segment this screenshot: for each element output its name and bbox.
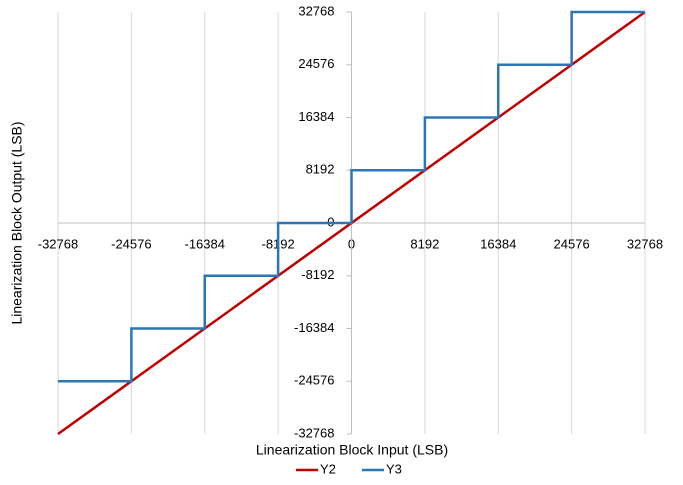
x-tick-label: -24576	[111, 236, 151, 251]
x-tick-label: -32768	[38, 236, 78, 251]
x-tick-label: 24576	[554, 236, 590, 251]
x-axis-title: Linearization Block Input (LSB)	[256, 442, 448, 458]
y-axis-title: Linearization Block Output (LSB)	[9, 121, 25, 324]
x-tick-label: 8192	[410, 236, 439, 251]
y-tick-label: -16384	[294, 320, 334, 335]
y-tick-label: 8192	[306, 162, 335, 177]
y-tick-label: 16384	[298, 109, 334, 124]
legend-label: Y2	[320, 461, 336, 476]
y-tick-label: -8192	[301, 267, 334, 282]
y-tick-label: 24576	[298, 56, 334, 71]
legend-label: Y3	[386, 461, 402, 476]
x-tick-label: -16384	[185, 236, 225, 251]
x-tick-label: 16384	[480, 236, 516, 251]
x-tick-label: 32768	[627, 236, 663, 251]
series-line	[58, 10, 645, 383]
y-tick-label: -32768	[294, 425, 334, 440]
y-tick-label: 32768	[298, 3, 334, 18]
y-tick-label: -24576	[294, 373, 334, 388]
